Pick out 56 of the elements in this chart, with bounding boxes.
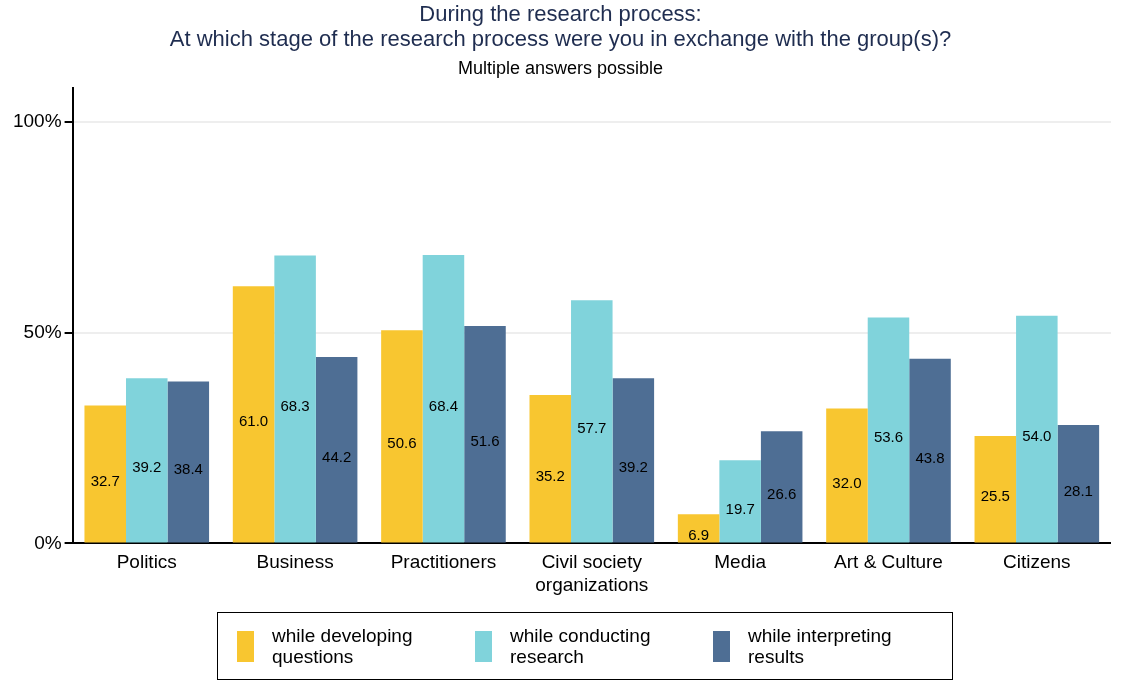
y-tick-label: 100% [12,110,62,132]
chart-subtitle: Multiple answers possible [457,58,664,79]
data-label: 39.2 [132,458,162,476]
bar [232,286,275,543]
x-tick-label: Art & Culture [834,551,943,573]
data-label: 35.2 [535,466,565,484]
bar [909,358,951,543]
bar [612,378,655,543]
chart-title: During the research process: At which stage of the research process were you in exchange with the group(s)? [169,0,952,52]
bar [571,300,613,543]
data-label: 26.6 [767,484,797,502]
bar [315,357,358,543]
data-label: 51.6 [470,432,500,450]
bar [274,255,316,543]
data-label: 44.2 [322,447,352,465]
data-label: 19.7 [725,499,755,517]
data-label: 39.2 [618,458,648,476]
bar [826,408,868,543]
legend-label: while conducting research [510,625,652,667]
bar [529,395,572,543]
legend-label: while interpreting results [748,625,893,667]
bar [464,325,506,543]
bar [1057,424,1100,543]
data-label: 43.8 [915,448,945,466]
data-label: 25.5 [980,487,1010,505]
legend-label: while developing questions [272,625,414,667]
data-label: 54.0 [1022,427,1052,445]
data-label: 32.7 [90,472,120,490]
bar [867,317,910,543]
bar [1016,315,1058,543]
data-label: 6.9 [688,526,710,544]
bar [167,381,210,543]
x-tick-label: Citizens [1003,551,1071,573]
data-label: 53.6 [873,428,904,446]
x-tick-label: Civil society organizations [535,551,649,595]
bar [84,405,126,543]
x-tick-label: Business [256,551,334,573]
data-label: 50.6 [387,434,417,452]
data-label: 68.4 [428,396,459,414]
x-tick-label: Practitioners [390,551,497,573]
data-label: 28.1 [1063,481,1093,499]
x-tick-label: Media [714,551,767,573]
bar [126,378,168,543]
bar [381,330,423,543]
data-label: 68.3 [280,397,310,415]
data-label: 38.4 [173,460,203,478]
y-tick-label: 50% [23,320,62,342]
bar [760,431,803,543]
data-label: 61.0 [238,412,269,430]
bar [974,435,1017,543]
data-label: 57.7 [577,419,607,437]
y-tick-label: 0% [34,531,62,553]
bar [719,460,761,543]
data-label: 32.0 [832,473,862,491]
x-tick-label: Politics [116,551,177,573]
bar [422,255,465,543]
